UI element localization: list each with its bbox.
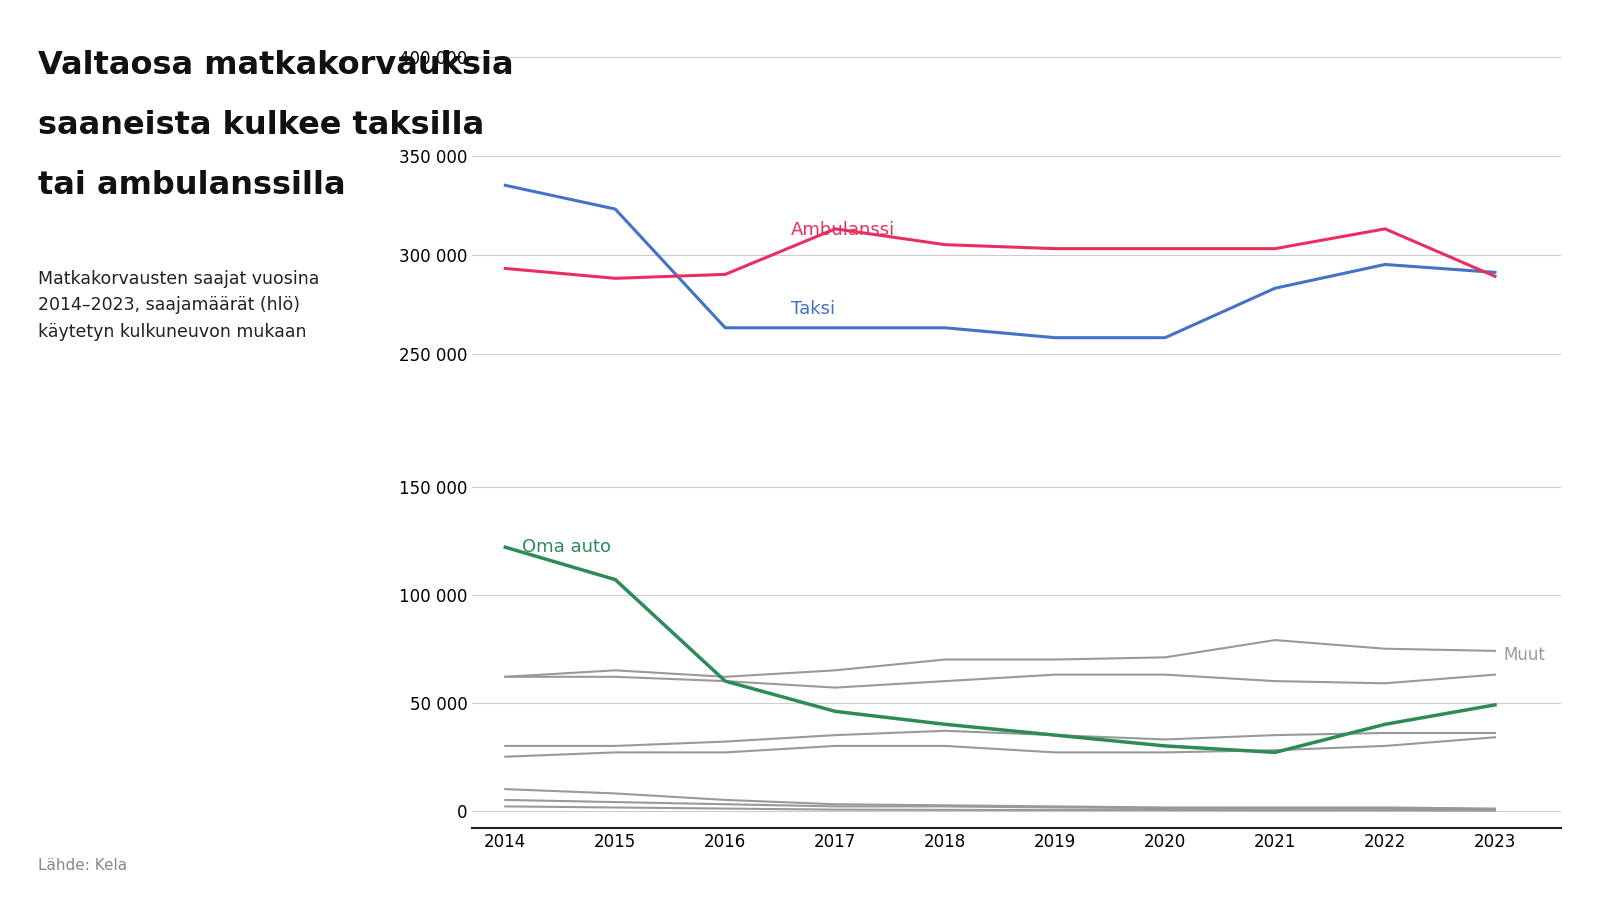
Text: Lähde: Kela: Lähde: Kela: [38, 858, 128, 873]
Text: Taksi: Taksi: [791, 300, 836, 318]
Text: tai ambulanssilla: tai ambulanssilla: [38, 170, 346, 201]
Text: saaneista kulkee taksilla: saaneista kulkee taksilla: [38, 110, 485, 140]
Text: Ambulanssi: Ambulanssi: [791, 220, 895, 238]
Text: Matkakorvausten saajat vuosina
2014–2023, saajamäärät (hlö)
käytetyn kulkuneuvon: Matkakorvausten saajat vuosina 2014–2023…: [38, 270, 320, 341]
Text: Oma auto: Oma auto: [522, 537, 610, 555]
Text: Valtaosa matkakorvauksia: Valtaosa matkakorvauksia: [38, 50, 514, 80]
Text: Muut: Muut: [1503, 646, 1545, 664]
